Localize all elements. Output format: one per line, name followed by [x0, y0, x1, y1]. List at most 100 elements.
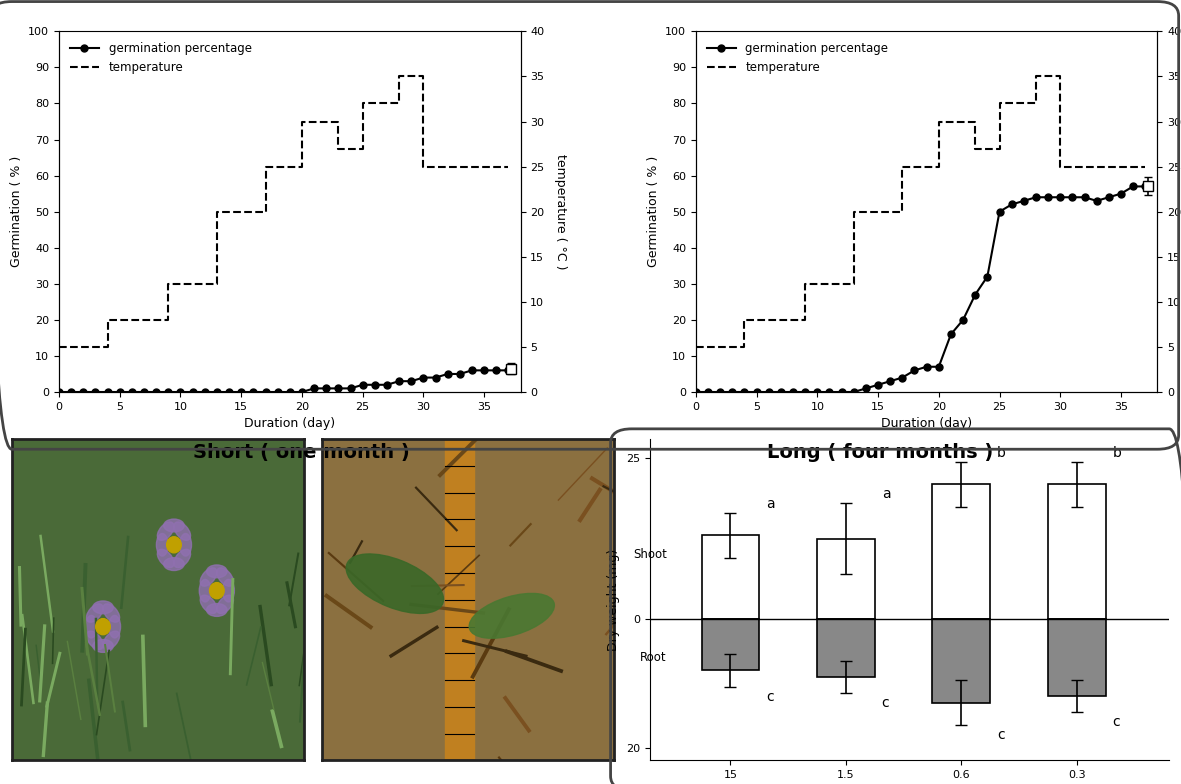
Bar — [1048, 484, 1105, 619]
temperature — [210, 279, 224, 289]
Circle shape — [209, 583, 224, 599]
Y-axis label: Germination ( % ): Germination ( % ) — [9, 156, 22, 267]
germination percentage — [149, 387, 163, 397]
germination percentage — [1125, 182, 1140, 191]
Ellipse shape — [180, 534, 191, 556]
Text: b: b — [997, 445, 1006, 459]
Bar — [702, 619, 759, 670]
germination percentage — [234, 387, 248, 397]
Text: a: a — [882, 488, 890, 502]
Ellipse shape — [103, 631, 119, 649]
Bar — [702, 535, 759, 619]
germination percentage — [100, 387, 115, 397]
germination percentage — [380, 380, 394, 390]
germination percentage — [77, 387, 91, 397]
germination percentage — [416, 373, 430, 383]
temperature — [259, 162, 273, 172]
germination percentage — [798, 387, 813, 397]
germination percentage — [689, 387, 703, 397]
Y-axis label: temperature ( °C ): temperature ( °C ) — [554, 154, 567, 270]
temperature — [992, 99, 1006, 108]
X-axis label: Duration (day): Duration (day) — [881, 417, 972, 430]
Ellipse shape — [86, 604, 103, 622]
germination percentage — [125, 387, 139, 397]
Ellipse shape — [93, 640, 113, 652]
temperature — [1029, 99, 1043, 108]
germination percentage — [980, 272, 994, 281]
temperature — [1114, 162, 1128, 172]
germination percentage — [112, 387, 126, 397]
germination percentage — [713, 387, 727, 397]
germination percentage — [907, 365, 921, 375]
Ellipse shape — [469, 593, 554, 638]
germination percentage — [392, 376, 406, 386]
germination percentage — [501, 365, 515, 375]
temperature — [295, 162, 309, 172]
temperature — [847, 279, 861, 289]
Ellipse shape — [223, 579, 234, 602]
temperature — [259, 207, 273, 216]
germination percentage — [404, 376, 418, 386]
temperature — [689, 343, 703, 352]
Bar — [817, 619, 875, 677]
Y-axis label: Dry weight (mg): Dry weight (mg) — [607, 549, 620, 651]
temperature — [932, 117, 946, 126]
germination percentage — [210, 387, 224, 397]
Bar — [933, 484, 990, 619]
temperature — [392, 99, 406, 108]
temperature — [100, 343, 115, 352]
Text: Short ( one month ): Short ( one month ) — [193, 443, 410, 462]
temperature — [416, 162, 430, 172]
Text: c: c — [766, 690, 774, 704]
germination percentage — [319, 383, 333, 393]
temperature — [332, 144, 346, 154]
germination percentage — [774, 387, 788, 397]
Ellipse shape — [201, 568, 217, 586]
germination percentage — [441, 369, 455, 379]
germination percentage — [295, 387, 309, 397]
germination percentage — [822, 387, 836, 397]
Ellipse shape — [217, 595, 234, 613]
germination percentage — [1114, 189, 1128, 198]
germination percentage — [1029, 193, 1043, 202]
germination percentage — [355, 380, 370, 390]
germination percentage — [750, 387, 764, 397]
germination percentage — [762, 387, 776, 397]
temperature — [210, 207, 224, 216]
Ellipse shape — [157, 550, 174, 568]
temperature — [895, 162, 909, 172]
germination percentage — [367, 380, 381, 390]
Line: germination percentage: germination percentage — [692, 183, 1149, 395]
temperature — [392, 72, 406, 82]
Ellipse shape — [217, 568, 234, 586]
Bar — [1048, 619, 1105, 696]
Ellipse shape — [201, 595, 217, 613]
Line: temperature: temperature — [696, 77, 1146, 347]
Legend: germination percentage, temperature: germination percentage, temperature — [702, 38, 893, 78]
germination percentage — [920, 362, 934, 372]
temperature — [100, 315, 115, 325]
temperature — [847, 207, 861, 216]
temperature — [477, 162, 491, 172]
germination percentage — [307, 383, 321, 393]
germination percentage — [1077, 193, 1091, 202]
germination percentage — [968, 290, 983, 299]
Text: c: c — [1113, 716, 1121, 729]
germination percentage — [344, 383, 358, 393]
temperature — [968, 117, 983, 126]
Legend: germination percentage, temperature: germination percentage, temperature — [65, 38, 256, 78]
Ellipse shape — [174, 550, 190, 568]
germination percentage — [259, 387, 273, 397]
Bar — [933, 619, 990, 702]
germination percentage — [64, 387, 78, 397]
temperature — [477, 162, 491, 172]
germination percentage — [787, 387, 801, 397]
germination percentage — [932, 362, 946, 372]
germination percentage — [89, 387, 103, 397]
temperature — [355, 99, 370, 108]
temperature — [1138, 162, 1153, 172]
germination percentage — [1053, 193, 1068, 202]
temperature — [737, 315, 751, 325]
X-axis label: Duration (day): Duration (day) — [244, 417, 335, 430]
germination percentage — [477, 365, 491, 375]
